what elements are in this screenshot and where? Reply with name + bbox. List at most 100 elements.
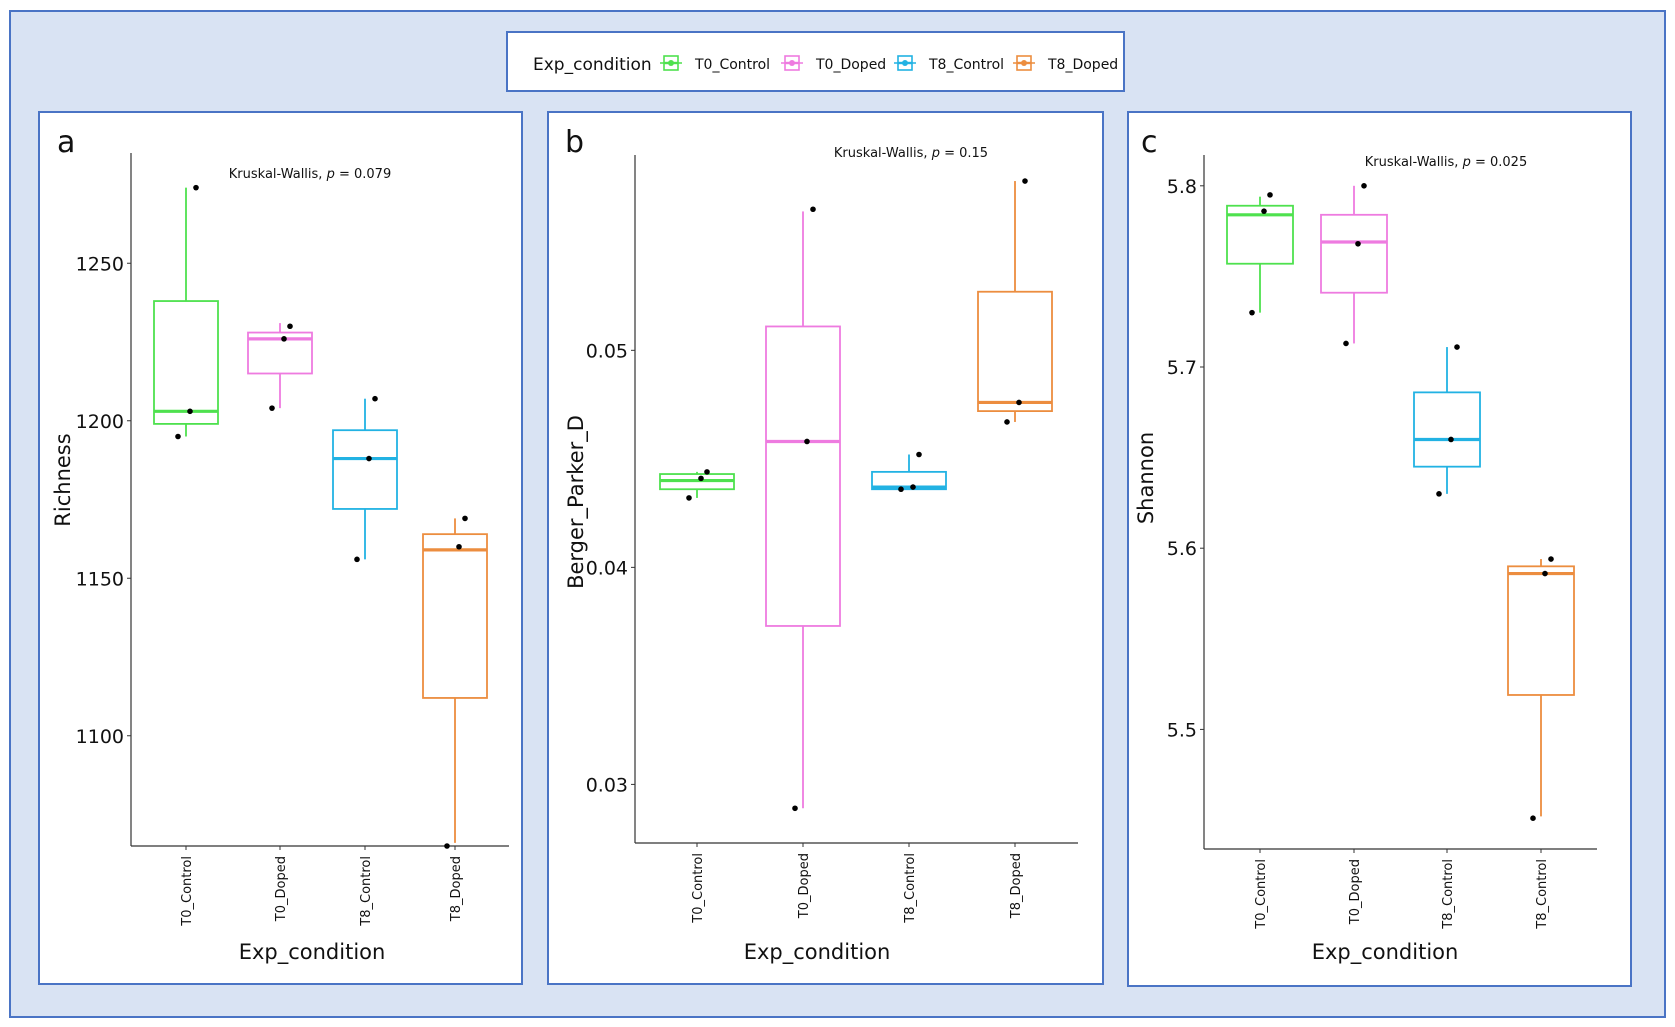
legend-key-point: [668, 60, 674, 66]
data-point: [1454, 344, 1460, 350]
data-point: [1343, 340, 1349, 347]
box-t0-control: [659, 469, 735, 501]
iqr-box: [1413, 391, 1481, 468]
annotation-p: p: [1462, 155, 1471, 170]
data-point: [1361, 183, 1367, 189]
annotation-value: = 0.15: [940, 146, 988, 161]
data-point: [810, 206, 816, 213]
box-t0-control: [1226, 192, 1294, 316]
legend: Exp_condition T0_Control T0_Doped T8_Contr…: [506, 31, 1125, 92]
x-tick-label: T8_Doped: [449, 856, 464, 922]
y-axis-label: Richness: [51, 433, 75, 526]
box-t0-doped: [247, 323, 313, 411]
x-tick-label: T0_Doped: [797, 853, 812, 919]
box-t8-doped: [422, 515, 488, 849]
y-tick-label: 1200: [76, 411, 124, 433]
y-tick-label: 1100: [76, 726, 124, 748]
annotation-p: p: [931, 146, 940, 161]
box-t8-control: [332, 395, 398, 563]
iqr-box: [153, 300, 219, 425]
data-point: [898, 486, 904, 493]
legend-key-point: [902, 60, 908, 66]
box-t8-control: [1507, 556, 1575, 821]
y-tick-label: 5.7: [1167, 357, 1197, 379]
legend-label: T0_Doped: [815, 57, 886, 73]
kruskal-wallis-annotation: Kruskal-Wallis, p = 0.025: [1365, 155, 1527, 170]
x-axis-label: Exp_condition: [744, 940, 891, 965]
box-t0-doped: [765, 206, 841, 812]
data-point: [456, 543, 462, 550]
y-tick-label: 5.5: [1167, 719, 1197, 741]
data-point: [1022, 178, 1028, 184]
data-point: [698, 475, 704, 482]
y-axis-label: Shannon: [1134, 432, 1158, 524]
x-axis-label: Exp_condition: [1312, 940, 1459, 965]
legend-key-point: [789, 60, 795, 66]
data-point: [1261, 208, 1267, 214]
data-point: [187, 408, 193, 415]
legend-item-t0-control: T0_Control: [660, 55, 770, 73]
data-point: [1542, 570, 1548, 577]
x-tick-label: T0_Control: [691, 853, 706, 924]
legend-item-t8-control: T8_Control: [894, 55, 1004, 73]
data-point: [1548, 556, 1554, 562]
annotation-value: = 0.025: [1471, 155, 1527, 170]
panel-letter: b: [565, 125, 584, 160]
x-axis-label: Exp_condition: [239, 940, 386, 965]
legend-item-t8-doped: T8_Doped: [1013, 55, 1118, 73]
x-tick-label: T8_Control: [1535, 859, 1550, 930]
legend-label: T8_Doped: [1047, 57, 1118, 73]
data-point: [1016, 399, 1022, 406]
y-axis-label: Berger_Parker_D: [564, 415, 589, 589]
x-tick-label: T0_Control: [180, 856, 195, 927]
legend-label: T0_Control: [694, 57, 770, 73]
data-point: [1249, 309, 1255, 316]
box-t8-doped: [977, 178, 1053, 425]
panel-letter: a: [57, 125, 75, 160]
y-tick-label: 1250: [76, 253, 124, 275]
data-point: [175, 433, 181, 440]
iqr-box: [422, 533, 488, 699]
richness-panel: a 1100 1150 1200 1250 Richness Exp_condition Kr…: [38, 111, 523, 985]
annotation-prefix: Kruskal-Wallis,: [834, 146, 932, 161]
data-point: [792, 805, 798, 812]
box-t0-control: [153, 184, 219, 440]
x-tick-label: T8_Doped: [1009, 853, 1024, 919]
annotation-prefix: Kruskal-Wallis,: [1365, 155, 1463, 170]
box-t0-doped: [1320, 183, 1388, 347]
panel-letter: c: [1141, 125, 1158, 160]
box-t8-control: [1413, 344, 1481, 497]
y-tick-label: 0.05: [586, 340, 628, 362]
legend-item-t0-doped: T0_Doped: [781, 55, 886, 73]
y-tick-label: 1150: [76, 568, 124, 590]
data-point: [1355, 240, 1361, 247]
data-point: [686, 495, 692, 501]
berger-parker-panel: b 0.03 0.04 0.05 Berger_Parker_D Exp_conditio…: [547, 111, 1104, 985]
data-point: [1004, 419, 1010, 425]
box-t8-control: [871, 451, 947, 493]
iqr-box: [1320, 213, 1388, 294]
x-tick-label: T8_Control: [359, 856, 374, 927]
legend-title: Exp_condition: [533, 55, 652, 75]
data-point: [444, 843, 450, 849]
legend-label: T8_Control: [928, 57, 1004, 73]
data-point: [704, 469, 710, 475]
iqr-box: [765, 325, 841, 627]
data-point: [462, 515, 468, 522]
data-point: [916, 451, 922, 458]
legend-key-point: [1021, 60, 1027, 66]
y-tick-label: 5.6: [1167, 538, 1197, 560]
kruskal-wallis-annotation: Kruskal-Wallis, p = 0.15: [834, 146, 988, 161]
x-tick-label: T8_Control: [903, 853, 918, 924]
data-point: [269, 405, 275, 411]
annotation-value: = 0.079: [335, 167, 391, 182]
shannon-panel: c 5.5 5.6 5.7 5.8 Shannon Exp_condition Kruskal…: [1127, 111, 1632, 987]
data-point: [1436, 491, 1442, 497]
iqr-box: [332, 429, 398, 510]
data-point: [372, 395, 378, 402]
iqr-box: [1507, 565, 1575, 696]
data-point: [281, 336, 287, 342]
x-tick-label: T0_Doped: [1348, 859, 1363, 925]
data-point: [910, 484, 916, 490]
